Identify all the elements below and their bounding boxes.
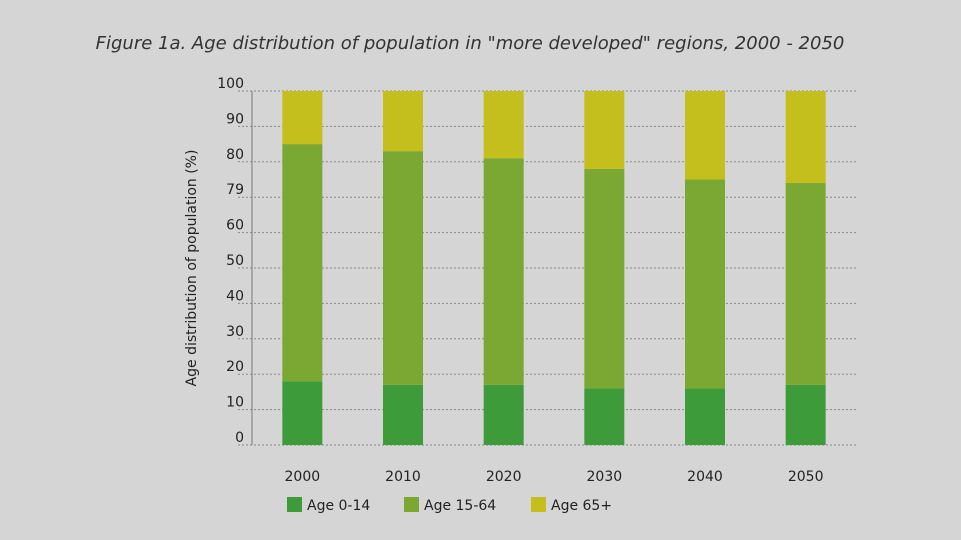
bar-segment	[584, 388, 625, 445]
bar-segment	[483, 384, 524, 445]
x-tick-label: 2020	[486, 469, 522, 485]
bar-segment	[483, 91, 524, 159]
bar-segment	[383, 384, 423, 445]
bar-segment	[685, 91, 725, 180]
bar-segment	[282, 381, 323, 445]
y-tick-label: 10	[226, 395, 244, 411]
y-tick-label: 80	[226, 147, 244, 163]
x-tick-label: 2030	[587, 469, 623, 485]
legend-swatch	[404, 497, 419, 512]
legend-swatch	[287, 497, 302, 512]
bar-segment	[282, 91, 323, 145]
x-tick-label: 2010	[385, 469, 421, 485]
y-tick-label: 20	[226, 359, 244, 375]
y-tick-label: 90	[226, 111, 244, 127]
bar-segment	[483, 158, 524, 385]
chart-title: Figure 1a. Age distribution of populatio…	[96, 33, 845, 54]
y-tick-label: 79	[226, 182, 244, 198]
bar-segment	[685, 179, 725, 389]
x-tick-label: 2000	[285, 469, 321, 485]
bar-segment	[685, 388, 725, 445]
legend-label: Age 65+	[551, 498, 612, 514]
bar-segment	[785, 384, 826, 445]
bar-segment	[282, 144, 323, 382]
legend-label: Age 0-14	[307, 498, 370, 514]
bar-segment	[584, 91, 625, 169]
y-tick-label: 0	[235, 430, 244, 446]
x-tick-label: 2040	[687, 469, 723, 485]
x-tick-label: 2050	[788, 469, 824, 485]
y-tick-label: 50	[226, 253, 244, 269]
bar-segment	[383, 151, 423, 385]
legend-swatch	[531, 497, 546, 512]
y-tick-label: 40	[226, 288, 244, 304]
bar-segment	[785, 183, 826, 385]
y-tick-label: 100	[217, 76, 244, 92]
y-tick-label: 60	[226, 218, 244, 234]
bar-segment	[383, 91, 423, 152]
legend-label: Age 15-64	[424, 498, 496, 514]
bar-segment	[785, 91, 826, 184]
y-axis-label: Age distribution of population (%)	[184, 150, 200, 387]
bar-segment	[584, 168, 625, 389]
y-tick-label: 30	[226, 324, 244, 340]
